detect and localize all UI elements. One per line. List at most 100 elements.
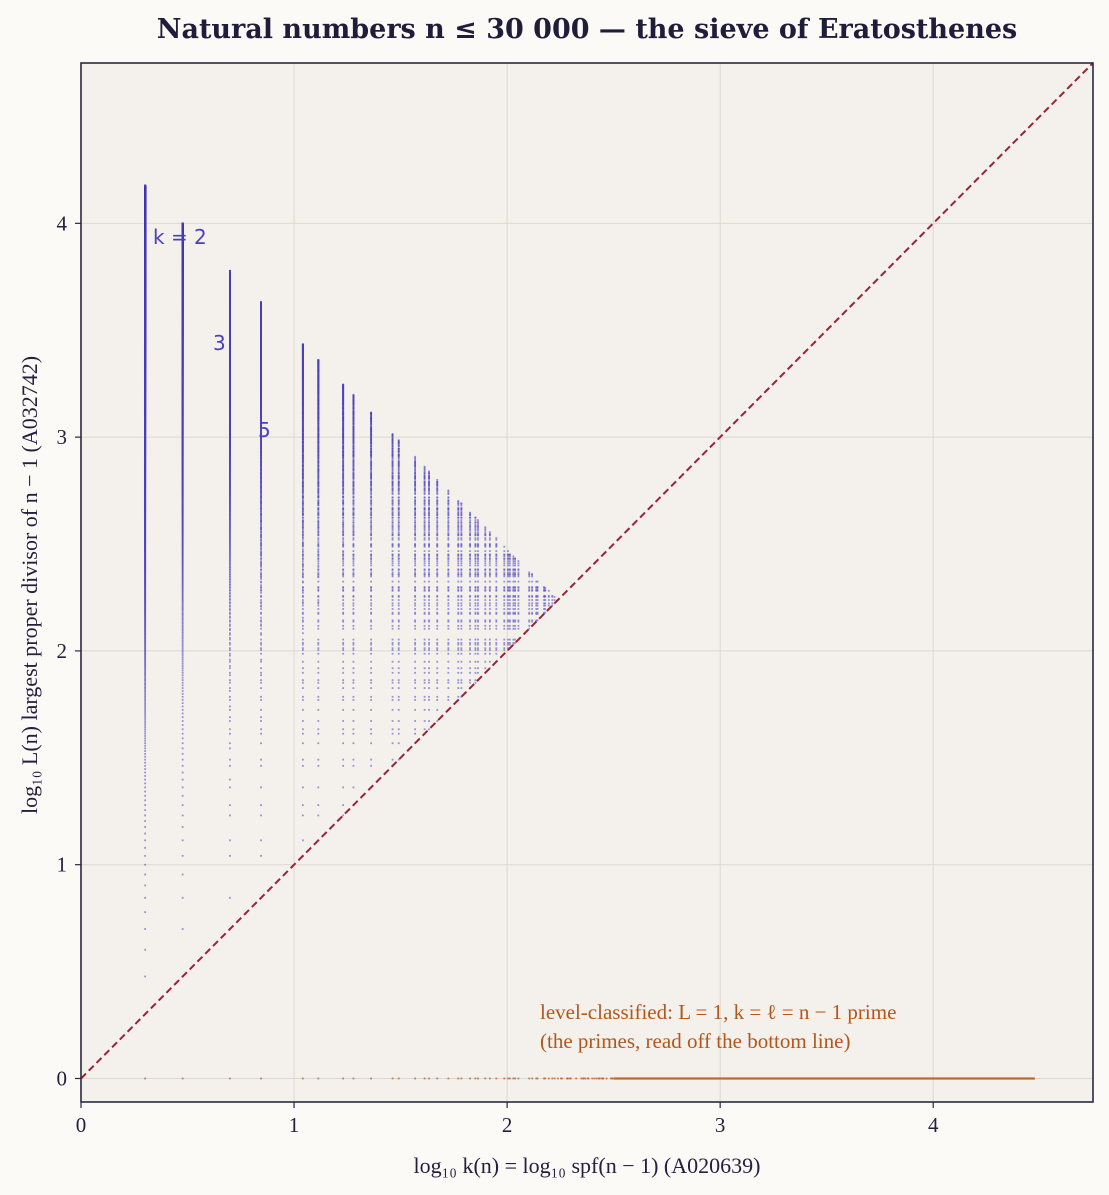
composite-point (144, 681, 147, 684)
composite-point (229, 524, 231, 527)
composite-point (397, 728, 400, 731)
composite-point (181, 724, 184, 726)
composite-point (260, 674, 262, 677)
composite-point (447, 671, 450, 674)
composite-point (436, 647, 439, 650)
composite-point (352, 695, 355, 698)
composite-point (342, 699, 345, 701)
composite-point (229, 540, 231, 543)
composite-point (260, 619, 262, 622)
composite-point (229, 551, 231, 554)
composite-point (391, 652, 394, 655)
composite-point (397, 679, 400, 682)
composite-point (181, 702, 184, 704)
composite-point (301, 595, 304, 598)
composite-point (428, 624, 430, 627)
composite-point (181, 600, 184, 602)
composite-point (144, 775, 147, 777)
composite-point (144, 700, 147, 703)
composite-point (260, 687, 262, 689)
composite-point (260, 786, 262, 789)
composite-point (391, 728, 394, 731)
composite-point (423, 720, 426, 722)
composite-point (342, 573, 345, 575)
composite-point (229, 708, 231, 711)
composite-point (181, 764, 184, 767)
composite-point (370, 728, 373, 731)
composite-point (414, 642, 417, 644)
composite-point (397, 599, 400, 601)
composite-point (370, 604, 373, 607)
composite-point (317, 643, 320, 646)
composite-point (436, 649, 439, 651)
composite-point (342, 728, 345, 731)
composite-point (370, 681, 373, 684)
composite-point (414, 647, 417, 650)
composite-point (301, 602, 304, 605)
composite-point (181, 854, 184, 857)
composite-point (342, 695, 345, 698)
composite-point (144, 794, 147, 797)
composite-point (301, 588, 304, 591)
composite-point (144, 747, 147, 750)
composite-point (423, 687, 426, 689)
composite-point (144, 742, 147, 745)
composite-point (181, 716, 184, 719)
composite-point (317, 560, 320, 563)
composite-point (436, 667, 439, 670)
composite-point (317, 537, 320, 540)
composite-point (352, 681, 355, 684)
composite-point (181, 794, 184, 797)
composite-point (460, 679, 463, 682)
composite-point (391, 667, 394, 670)
composite-point (229, 598, 231, 600)
composite-point (342, 608, 345, 610)
composite-point (144, 659, 147, 662)
composite-point (352, 602, 355, 605)
composite-point (260, 560, 262, 563)
composite-point (260, 602, 262, 605)
composite-point (436, 642, 439, 644)
composite-point (229, 615, 231, 618)
composite-point (317, 687, 320, 689)
composite-point (342, 619, 345, 622)
composite-point (317, 602, 320, 605)
composite-point (352, 573, 355, 575)
composite-point (181, 587, 184, 589)
composite-point (229, 619, 231, 622)
composite-point (342, 679, 345, 682)
composite-point (342, 638, 345, 641)
composite-point (301, 589, 304, 592)
composite-point (260, 764, 262, 767)
composite-point (397, 758, 400, 761)
composite-point (397, 687, 400, 689)
composite-point (181, 771, 184, 774)
composite-point (317, 649, 320, 651)
composite-point (423, 660, 426, 663)
composite-point (144, 670, 147, 673)
composite-point (370, 671, 373, 674)
composite-point (317, 620, 320, 623)
composite-point (260, 529, 262, 532)
composite-point (144, 699, 147, 701)
composite-point (144, 691, 147, 694)
composite-point (460, 660, 463, 663)
composite-point (181, 626, 184, 629)
composite-point (414, 679, 417, 682)
composite-point (144, 832, 147, 835)
composite-point (301, 624, 304, 627)
composite-point (342, 758, 345, 761)
composite-point (144, 948, 147, 951)
composite-point (301, 764, 304, 767)
composite-point (181, 720, 184, 722)
plot-area (81, 63, 1093, 1102)
composite-point (391, 742, 394, 745)
composite-point (229, 553, 231, 556)
composite-point (229, 557, 231, 560)
composite-point (460, 687, 463, 689)
composite-point (181, 635, 184, 638)
composite-point (229, 778, 231, 781)
composite-point (144, 668, 147, 671)
composite-point (397, 708, 400, 711)
composite-point (181, 638, 184, 641)
